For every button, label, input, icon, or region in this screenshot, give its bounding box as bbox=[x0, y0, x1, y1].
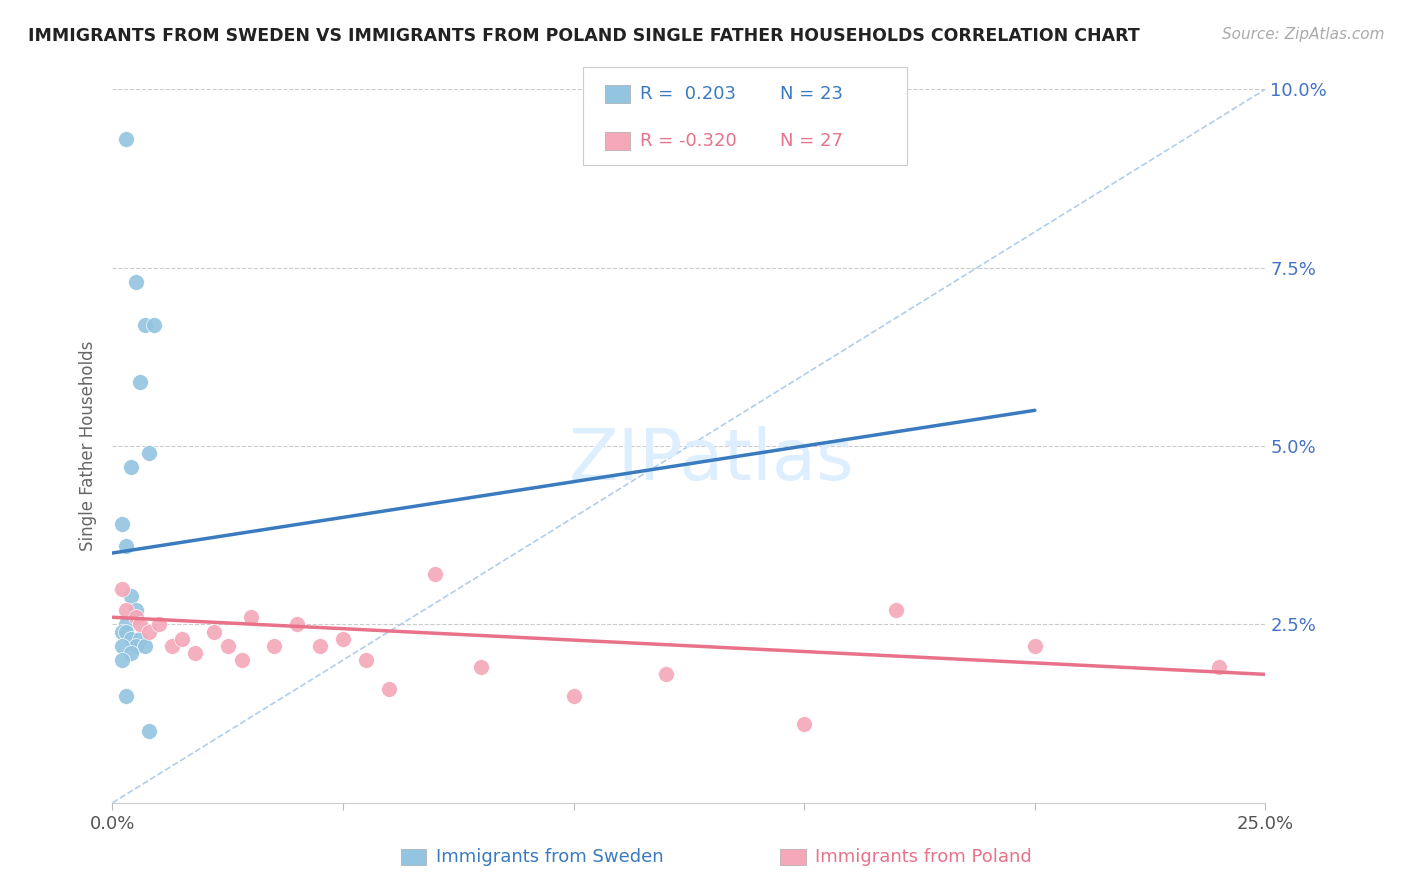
Point bbox=[655, 667, 678, 681]
Point bbox=[886, 603, 908, 617]
Point bbox=[378, 681, 401, 696]
Text: N = 23: N = 23 bbox=[780, 85, 844, 103]
Point bbox=[129, 375, 152, 389]
Point bbox=[285, 617, 308, 632]
Point bbox=[115, 617, 138, 632]
Point bbox=[138, 446, 160, 460]
Point bbox=[1024, 639, 1046, 653]
Point bbox=[263, 639, 285, 653]
Text: R =  0.203: R = 0.203 bbox=[640, 85, 735, 103]
Point bbox=[354, 653, 377, 667]
Point bbox=[115, 624, 138, 639]
Point bbox=[184, 646, 207, 660]
Point bbox=[309, 639, 332, 653]
Point bbox=[115, 603, 138, 617]
Point bbox=[124, 610, 146, 624]
Point bbox=[239, 610, 262, 624]
Point bbox=[231, 653, 253, 667]
Point bbox=[124, 639, 146, 653]
Text: IMMIGRANTS FROM SWEDEN VS IMMIGRANTS FROM POLAND SINGLE FATHER HOUSEHOLDS CORREL: IMMIGRANTS FROM SWEDEN VS IMMIGRANTS FRO… bbox=[28, 27, 1140, 45]
Text: N = 27: N = 27 bbox=[780, 132, 844, 150]
Point bbox=[129, 617, 152, 632]
Point bbox=[470, 660, 492, 674]
Point bbox=[111, 653, 134, 667]
Point bbox=[134, 639, 156, 653]
Point bbox=[332, 632, 354, 646]
Point bbox=[138, 624, 160, 639]
Text: Immigrants from Sweden: Immigrants from Sweden bbox=[436, 848, 664, 866]
Point bbox=[115, 689, 138, 703]
Point bbox=[115, 132, 138, 146]
Point bbox=[120, 646, 142, 660]
Point bbox=[120, 460, 142, 475]
Point bbox=[111, 624, 134, 639]
Point bbox=[793, 717, 815, 731]
Point bbox=[120, 632, 142, 646]
Point bbox=[425, 567, 447, 582]
Point bbox=[134, 318, 156, 332]
Y-axis label: Single Father Households: Single Father Households bbox=[79, 341, 97, 551]
Point bbox=[1208, 660, 1230, 674]
Point bbox=[120, 589, 142, 603]
Text: Source: ZipAtlas.com: Source: ZipAtlas.com bbox=[1222, 27, 1385, 42]
Point bbox=[111, 639, 134, 653]
Text: R = -0.320: R = -0.320 bbox=[640, 132, 737, 150]
Point bbox=[143, 318, 166, 332]
Point bbox=[129, 632, 152, 646]
Point bbox=[111, 582, 134, 596]
Point bbox=[162, 639, 184, 653]
Point bbox=[115, 539, 138, 553]
Point bbox=[124, 603, 146, 617]
Point bbox=[562, 689, 585, 703]
Text: Immigrants from Poland: Immigrants from Poland bbox=[815, 848, 1032, 866]
Point bbox=[138, 724, 160, 739]
Point bbox=[170, 632, 193, 646]
Point bbox=[124, 275, 146, 289]
Point bbox=[111, 517, 134, 532]
Point bbox=[148, 617, 170, 632]
Point bbox=[217, 639, 239, 653]
Text: ZIPatlas: ZIPatlas bbox=[569, 425, 855, 495]
Point bbox=[202, 624, 225, 639]
